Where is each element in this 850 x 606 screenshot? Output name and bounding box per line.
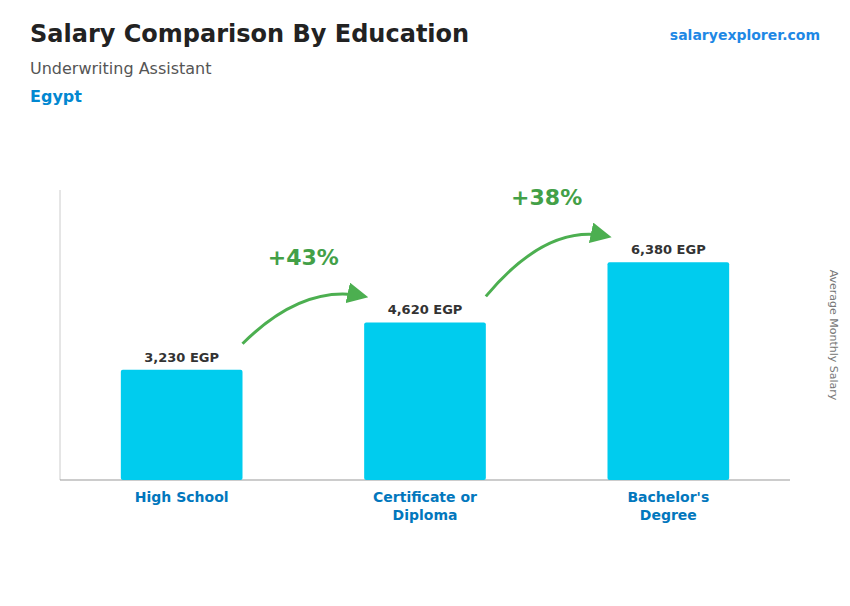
bar [608, 262, 730, 480]
bar [364, 322, 486, 480]
bar [121, 370, 243, 480]
x-tick-label: Bachelor'sDegree [627, 489, 709, 523]
data-label: 6,380 EGP [631, 242, 706, 257]
title: Salary Comparison By Education [30, 20, 469, 48]
y-axis-line [60, 190, 61, 480]
arrow [486, 234, 608, 296]
source: salaryexplorer.com [670, 27, 820, 43]
chart-container: Salary Comparison By Education Underwriti… [0, 0, 850, 606]
x-tick-label: High School [135, 489, 229, 505]
y-axis-label: Average Monthly Salary [827, 270, 840, 401]
bars [121, 262, 729, 480]
x-tick-label: Certificate orDiploma [373, 489, 477, 523]
data-label: 3,230 EGP [144, 350, 219, 365]
country: Egypt [30, 87, 82, 106]
chart: Salary Comparison By Education Underwriti… [0, 0, 850, 606]
data-label: 4,620 EGP [388, 302, 463, 317]
subtitle: Underwriting Assistant [30, 59, 212, 78]
arrow [243, 294, 365, 344]
annotation: +38% [511, 185, 582, 210]
annotation: +43% [268, 245, 339, 270]
